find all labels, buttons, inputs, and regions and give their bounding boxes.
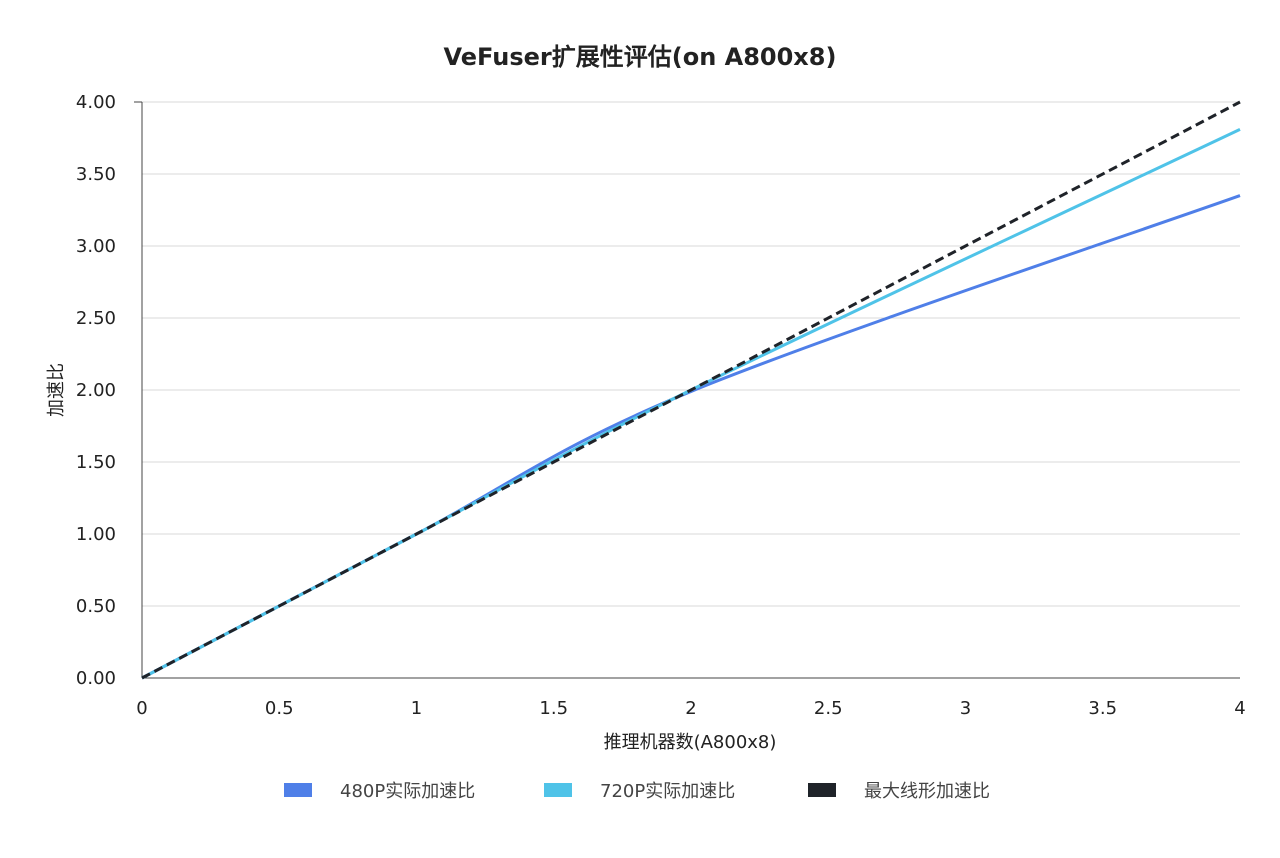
- y-tick-label: 1.50: [76, 452, 116, 473]
- series-lines: [141, 100, 1241, 680]
- x-tick-label: 3: [960, 698, 971, 719]
- chart-title: VeFuser扩展性评估(on A800x8): [444, 43, 837, 71]
- series-line-2: [141, 100, 1241, 680]
- x-tick-label: 0.5: [265, 698, 294, 719]
- y-axis-label: 加速比: [46, 363, 67, 417]
- legend-swatch-0: [284, 783, 312, 797]
- x-axis-ticks: 0 0.5 1 1.5 2 2.5 3 3.5 4: [136, 698, 1245, 719]
- y-axis-ticks: 0.00 0.50 1.00 1.50 2.00 2.50 3.00 3.50 4.00: [76, 92, 116, 689]
- y-tick-label: 0.50: [76, 596, 116, 617]
- legend-label-2: 最大线形加速比: [864, 781, 990, 802]
- gridlines: [142, 101, 1240, 607]
- x-tick-label: 1: [411, 698, 422, 719]
- x-tick-label: 0: [136, 698, 147, 719]
- legend-swatch-1: [544, 783, 572, 797]
- x-tick-label: 3.5: [1088, 698, 1117, 719]
- y-tick-label: 1.00: [76, 524, 116, 545]
- x-tick-label: 2: [685, 698, 696, 719]
- legend-label-1: 720P实际加速比: [600, 781, 735, 802]
- y-tick-label: 2.50: [76, 308, 116, 329]
- x-axis-label: 推理机器数(A800x8): [604, 732, 777, 753]
- y-tick-label: 3.00: [76, 236, 116, 257]
- y-tick-label: 0.00: [76, 668, 116, 689]
- legend: 480P实际加速比 720P实际加速比 最大线形加速比: [284, 781, 990, 802]
- y-tick-label: 3.50: [76, 164, 116, 185]
- x-tick-label: 1.5: [539, 698, 568, 719]
- series-line-1: [141, 128, 1241, 680]
- y-tick-label: 4.00: [76, 92, 116, 113]
- x-tick-label: 2.5: [814, 698, 843, 719]
- axes: [134, 101, 1240, 679]
- legend-swatch-2: [808, 783, 836, 797]
- y-tick-label: 2.00: [76, 380, 116, 401]
- x-tick-label: 4: [1234, 698, 1245, 719]
- legend-label-0: 480P实际加速比: [340, 781, 475, 802]
